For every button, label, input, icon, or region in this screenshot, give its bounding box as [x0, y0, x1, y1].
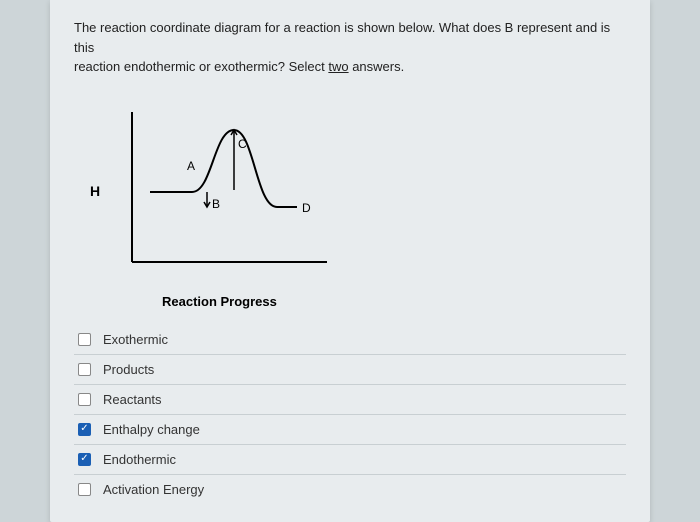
diagram-svg: A C B D [122, 102, 332, 282]
option-label: Enthalpy change [103, 422, 200, 437]
checkbox[interactable]: ✓ [78, 453, 91, 466]
options-list: Exothermic Products Reactants ✓ Enthalpy cha… [74, 325, 626, 504]
svg-text:B: B [212, 197, 220, 211]
checkbox[interactable] [78, 363, 91, 376]
checkbox[interactable] [78, 483, 91, 496]
reaction-diagram: H A C B [94, 97, 354, 307]
option-label: Reactants [103, 392, 162, 407]
option-label: Products [103, 362, 154, 377]
svg-text:C: C [238, 137, 247, 151]
question-line1: The reaction coordinate diagram for a re… [74, 20, 610, 55]
option-row[interactable]: Activation Energy [74, 475, 626, 504]
question-line2-prefix: reaction endothermic or exothermic? Sele… [74, 59, 328, 74]
option-row[interactable]: Products [74, 355, 626, 385]
option-label: Endothermic [103, 452, 176, 467]
question-card: The reaction coordinate diagram for a re… [50, 0, 650, 522]
check-icon: ✓ [80, 454, 88, 464]
x-axis-label: Reaction Progress [162, 294, 277, 309]
option-row[interactable]: ✓ Endothermic [74, 445, 626, 475]
question-text: The reaction coordinate diagram for a re… [74, 18, 626, 77]
option-row[interactable]: Reactants [74, 385, 626, 415]
checkbox[interactable] [78, 333, 91, 346]
checkbox[interactable]: ✓ [78, 423, 91, 436]
checkbox[interactable] [78, 393, 91, 406]
y-axis-label: H [90, 183, 100, 199]
option-label: Exothermic [103, 332, 168, 347]
option-row[interactable]: ✓ Enthalpy change [74, 415, 626, 445]
svg-text:A: A [187, 159, 195, 173]
option-label: Activation Energy [103, 482, 204, 497]
question-line2-underlined: two [328, 59, 348, 74]
check-icon: ✓ [80, 424, 88, 434]
option-row[interactable]: Exothermic [74, 325, 626, 355]
energy-diagram-svg: A C B D [122, 102, 332, 277]
svg-text:D: D [302, 201, 311, 215]
question-line2-suffix: answers. [349, 59, 405, 74]
